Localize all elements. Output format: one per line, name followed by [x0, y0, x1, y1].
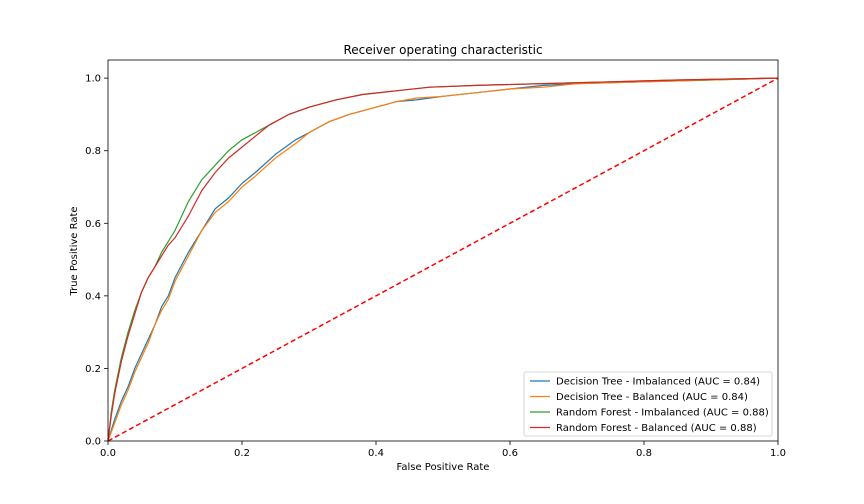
x-axis: 0.0 0.2 0.4 0.6 0.8 1.0	[100, 441, 786, 459]
y-axis: 0.0 0.2 0.4 0.6 0.8 1.0	[85, 74, 108, 448]
x-tick-label: 0.8	[636, 448, 652, 459]
legend-label-1: Decision Tree - Imbalanced (AUC = 0.84)	[556, 377, 760, 388]
x-tick-label: 0.2	[234, 448, 250, 459]
y-tick-label: 1.0	[85, 74, 101, 85]
legend-label-3: Random Forest - Imbalanced (AUC = 0.88)	[556, 408, 769, 419]
legend-label-2: Decision Tree - Balanced (AUC = 0.84)	[556, 392, 748, 403]
legend-label-4: Random Forest - Balanced (AUC = 0.88)	[556, 423, 757, 434]
y-tick-label: 0.0	[85, 437, 101, 448]
legend-box	[523, 371, 773, 437]
y-tick-label: 0.4	[85, 291, 101, 302]
y-tick-label: 0.8	[85, 146, 101, 157]
series-line-2	[107, 77, 779, 442]
x-tick-label: 1.0	[770, 448, 786, 459]
y-axis-label: True Positive Rate	[69, 206, 80, 296]
x-axis-label: False Positive Rate	[397, 462, 490, 473]
x-tick-label: 0.4	[368, 448, 384, 459]
series-line-4	[107, 77, 779, 442]
chart-title: Receiver operating characteristic	[343, 43, 542, 57]
axes-frame	[107, 59, 779, 442]
y-tick-label: 0.2	[85, 364, 101, 375]
legend: Decision Tree - Imbalanced (AUC = 0.84) D…	[523, 371, 773, 437]
plot-area	[107, 77, 779, 442]
y-tick-label: 0.6	[85, 219, 101, 230]
reference-diagonal-line	[107, 77, 779, 442]
x-tick-label: 0.0	[100, 448, 116, 459]
x-tick-label: 0.6	[502, 448, 518, 459]
